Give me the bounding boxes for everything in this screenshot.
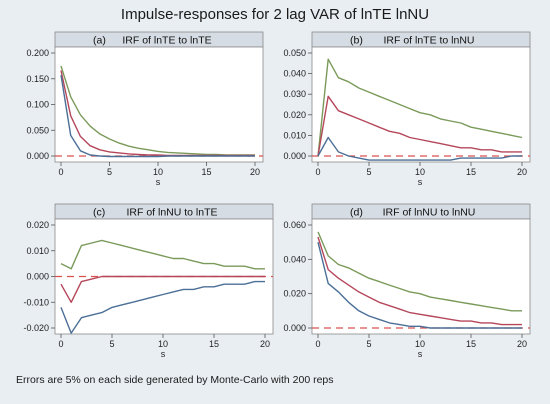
panel-title: IRF of lnTE to lnNU [383, 35, 474, 47]
plot-area [311, 218, 531, 335]
series-line-2 [60, 280, 265, 334]
series-line-2 [317, 136, 522, 161]
x-tick-label: 10 [415, 167, 425, 177]
x-tick-label: 5 [366, 167, 371, 177]
panel-title: IRF of lnTE to lnTE [122, 35, 211, 47]
x-tick-label: 15 [466, 339, 476, 349]
y-tick-label: 0.000 [283, 151, 306, 161]
series-line-1 [317, 95, 522, 157]
x-tick-label: 10 [153, 167, 163, 177]
y-tick-label: 0.050 [283, 48, 306, 58]
x-axis-label: s [418, 349, 423, 359]
x-tick-label: 10 [415, 339, 425, 349]
figure-footnote: Errors are 5% on each side generated by … [16, 374, 334, 386]
panel-title: IRF of lnNU to lnNU [383, 207, 476, 219]
y-tick-label: -0.020 [23, 323, 49, 333]
x-axis-label: s [156, 177, 161, 187]
panel-label: (b) [350, 35, 363, 47]
y-tick-label: 0.040 [283, 254, 306, 264]
x-axis-label: s [418, 177, 423, 187]
x-tick-label: 5 [109, 339, 114, 349]
y-tick-label: 0.030 [283, 89, 306, 99]
y-tick-label: 0.010 [26, 246, 49, 256]
x-tick-label: 5 [107, 167, 112, 177]
panel-title: IRF of lnNU to lnTE [126, 207, 217, 219]
panel-a: (a) IRF of lnTE to lnTE 0.000 0.050 0.100 0.1… [26, 31, 264, 187]
series-line-1 [317, 236, 522, 326]
x-tick-label: 15 [466, 167, 476, 177]
x-tick-label: 20 [517, 167, 527, 177]
y-tick-label: 0.060 [283, 220, 306, 230]
y-tick-label: 0.010 [283, 130, 306, 140]
series-line-0 [317, 231, 522, 312]
panel-d: (d) IRF of lnNU to lnNU 0.000 0.020 0.040 0.0… [283, 203, 531, 359]
panel-c: (c) IRF of lnNU to lnTE -0.020 -0.010 0.000 0… [23, 203, 274, 359]
y-tick-label: -0.010 [23, 297, 49, 307]
x-tick-label: 0 [315, 339, 320, 349]
figure-title: Impulse-responses for 2 lag VAR of lnTE … [120, 6, 430, 23]
x-tick-label: 15 [201, 167, 211, 177]
plot-area [54, 46, 264, 163]
x-tick-label: 10 [158, 339, 168, 349]
x-tick-label: 0 [58, 339, 63, 349]
y-tick-label: 0.020 [283, 110, 306, 120]
y-tick-label: 0.150 [26, 74, 49, 84]
y-tick-label: 0.000 [26, 151, 49, 161]
panel-label: (d) [350, 207, 363, 219]
panel-b: (b) IRF of lnTE to lnNU 0.000 0.010 0.020 0.0… [283, 31, 531, 187]
y-tick-label: 0.000 [283, 323, 306, 333]
series-line-2 [60, 74, 255, 158]
y-tick-label: 0.000 [26, 272, 49, 282]
panel-label: (c) [93, 207, 105, 219]
y-tick-label: 0.200 [26, 48, 49, 58]
series-line-0 [60, 239, 265, 270]
y-tick-label: 0.020 [26, 220, 49, 230]
series-line-0 [317, 58, 523, 157]
y-tick-label: 0.020 [283, 289, 306, 299]
series-line-2 [317, 242, 522, 329]
y-tick-label: 0.040 [283, 69, 306, 79]
x-tick-label: 0 [58, 167, 63, 177]
plot-area [311, 46, 531, 163]
panel-label: (a) [93, 35, 106, 47]
x-tick-label: 20 [250, 167, 260, 177]
x-axis-label: s [161, 349, 166, 359]
y-tick-label: 0.050 [26, 125, 49, 135]
y-tick-label: 0.100 [26, 100, 49, 110]
series-line-1 [60, 275, 265, 303]
x-tick-label: 5 [366, 339, 371, 349]
x-tick-label: 0 [315, 167, 320, 177]
x-tick-label: 20 [517, 339, 527, 349]
x-tick-label: 20 [260, 339, 270, 349]
x-tick-label: 15 [209, 339, 219, 349]
